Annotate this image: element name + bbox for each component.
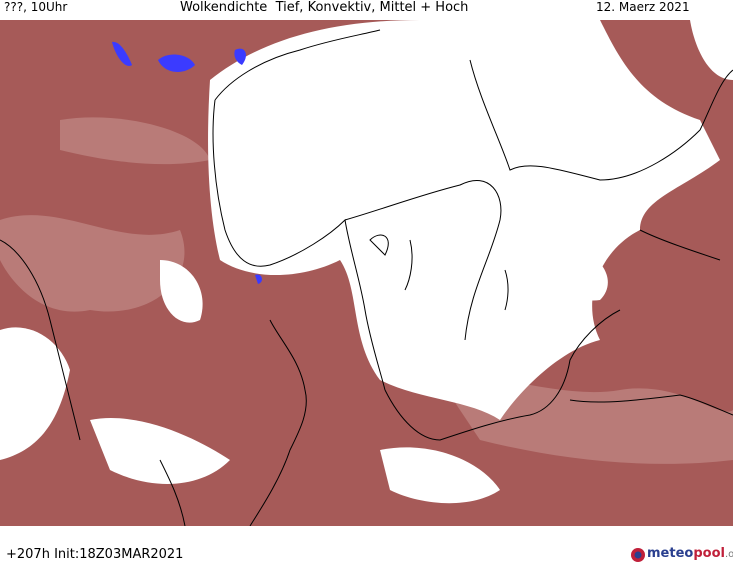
time-label: ???, 10Uhr (4, 0, 68, 14)
logo-part: pool (693, 546, 725, 561)
snow-marks (112, 41, 262, 284)
clear-sky (0, 20, 733, 504)
map (0, 20, 733, 526)
date-label: 12. Maerz 2021 (596, 0, 690, 14)
map-title: Wolkendichte Tief, Konvektiv, Mittel + H… (180, 0, 469, 15)
logo-text: meteopool.org (647, 546, 733, 561)
logo-part: .org (724, 549, 733, 560)
logo-part: meteo (647, 546, 694, 561)
logo-icon (631, 548, 645, 562)
coastlines (0, 29, 733, 526)
run-info: +207h Init:18Z03MAR2021 (6, 547, 184, 562)
